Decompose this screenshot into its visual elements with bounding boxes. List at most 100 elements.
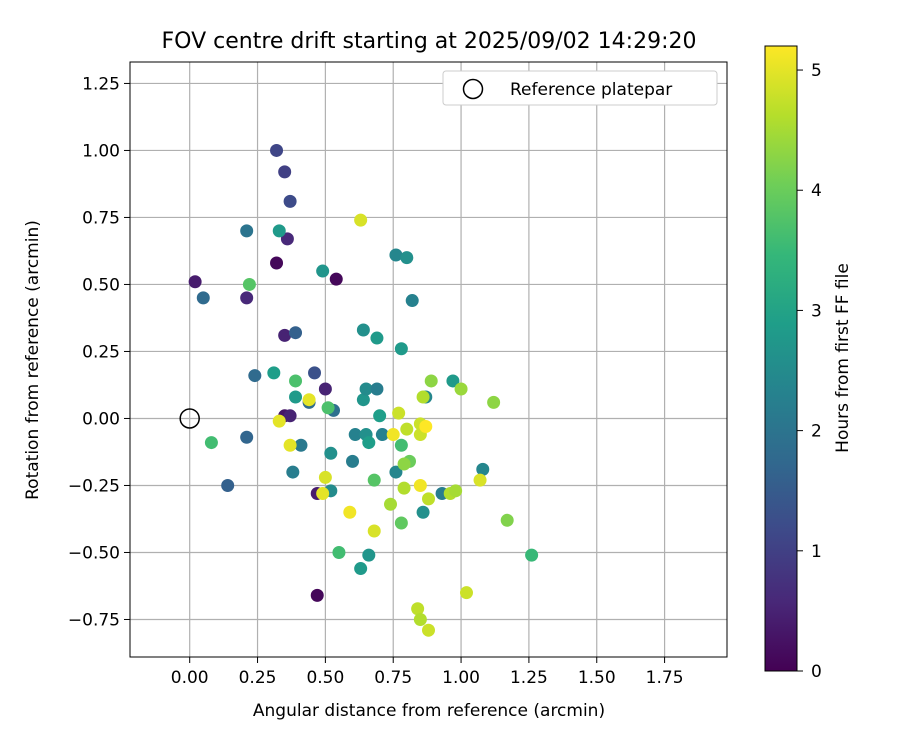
data-point [449, 484, 463, 498]
colorbar-tick-label: 5 [811, 61, 822, 81]
x-tick-label: 1.75 [646, 668, 684, 688]
colorbar-tick-label: 1 [811, 542, 822, 562]
colorbar: 0 1 2 3 4 5 Hours from first FF file [764, 45, 853, 682]
data-point [459, 586, 473, 600]
data-point [289, 374, 303, 388]
data-point [411, 602, 425, 616]
y-tick-label: 0.00 [82, 409, 120, 429]
legend-reference-marker [462, 78, 484, 100]
colorbar-label: Hours from first FF file [833, 263, 853, 453]
data-point [324, 446, 338, 460]
reference-platepar-marker [179, 408, 200, 429]
x-tick-label: 0.00 [171, 668, 209, 688]
colorbar-ticks: 0 1 2 3 4 5 [797, 61, 822, 682]
data-point [270, 256, 284, 270]
data-point [316, 264, 330, 278]
legend-label-reference-platepar: Reference platepar [510, 80, 672, 100]
data-point [419, 420, 433, 434]
data-point [422, 623, 435, 637]
data-point [424, 374, 438, 388]
data-point [367, 473, 381, 487]
x-tick-label: 1.50 [578, 668, 616, 688]
data-point [286, 465, 300, 479]
data-point [400, 422, 414, 436]
colorbar-tick-label: 2 [811, 422, 822, 442]
data-point [367, 524, 381, 538]
data-point [310, 588, 324, 602]
data-point [280, 232, 294, 246]
data-point [500, 513, 514, 527]
y-tick-label: −0.50 [68, 543, 120, 563]
data-point [397, 481, 411, 495]
x-axis-ticks: 0.00 0.25 0.50 0.75 1.00 1.25 1.50 1.75 [171, 657, 684, 688]
data-point [359, 382, 373, 396]
y-tick-label: −0.75 [68, 610, 120, 630]
x-axis-label: Angular distance from reference (arcmin) [253, 701, 605, 721]
x-tick-label: 1.25 [510, 668, 548, 688]
chart-title: FOV centre drift starting at 2025/09/02 … [162, 29, 697, 54]
data-point [525, 548, 539, 562]
data-point [413, 612, 427, 626]
data-point [278, 328, 292, 342]
x-tick-label: 0.75 [374, 668, 412, 688]
data-point [362, 436, 376, 450]
data-point [394, 342, 408, 356]
data-point [356, 393, 370, 407]
data-point [394, 516, 408, 530]
data-point [394, 438, 408, 452]
data-point [318, 382, 332, 396]
data-point [405, 294, 419, 308]
plot-frame [129, 61, 728, 658]
data-point [346, 454, 360, 468]
data-point [348, 428, 362, 442]
colorbar-gradient [764, 45, 798, 672]
data-point [308, 366, 322, 380]
data-point [318, 470, 332, 484]
data-point [283, 194, 297, 208]
data-point [384, 497, 398, 511]
data-point [283, 409, 297, 423]
data-point [188, 275, 202, 289]
data-point [354, 562, 368, 576]
data-point [373, 409, 387, 423]
data-point [248, 369, 262, 383]
data-point [270, 143, 284, 157]
data-point [413, 478, 427, 492]
data-point [422, 492, 435, 506]
data-point [294, 438, 308, 452]
data-point [370, 331, 384, 345]
data-point [196, 291, 210, 305]
legend: Reference platepar [442, 70, 718, 106]
y-tick-label: 1.25 [82, 74, 120, 94]
x-tick-label: 0.50 [306, 668, 344, 688]
y-tick-label: 1.00 [82, 141, 120, 161]
data-point [473, 473, 487, 487]
data-point [454, 382, 468, 396]
data-point [329, 272, 343, 286]
data-point [487, 395, 501, 409]
data-point [370, 382, 384, 396]
data-point [354, 213, 368, 227]
data-point [389, 465, 403, 479]
y-axis-ticks: 1.25 1.00 0.75 0.50 0.25 0.00 −0.25 −0.50 −0.75 [68, 74, 130, 630]
colorbar-tick-label: 0 [811, 662, 822, 682]
data-point [446, 374, 460, 388]
data-point [397, 457, 411, 471]
data-point [272, 414, 286, 428]
legend-box [442, 70, 718, 106]
data-point [356, 323, 370, 337]
data-point [302, 393, 316, 407]
y-tick-label: 0.75 [82, 208, 120, 228]
data-point [389, 248, 403, 262]
colorbar-tick-label: 3 [811, 301, 822, 321]
data-point [321, 401, 335, 415]
data-point [267, 366, 281, 380]
data-point [278, 165, 292, 179]
data-point [272, 224, 286, 238]
data-point [283, 438, 297, 452]
x-tick-label: 0.25 [239, 668, 277, 688]
data-point [289, 326, 303, 340]
data-point [392, 406, 406, 420]
data-point [240, 430, 254, 444]
